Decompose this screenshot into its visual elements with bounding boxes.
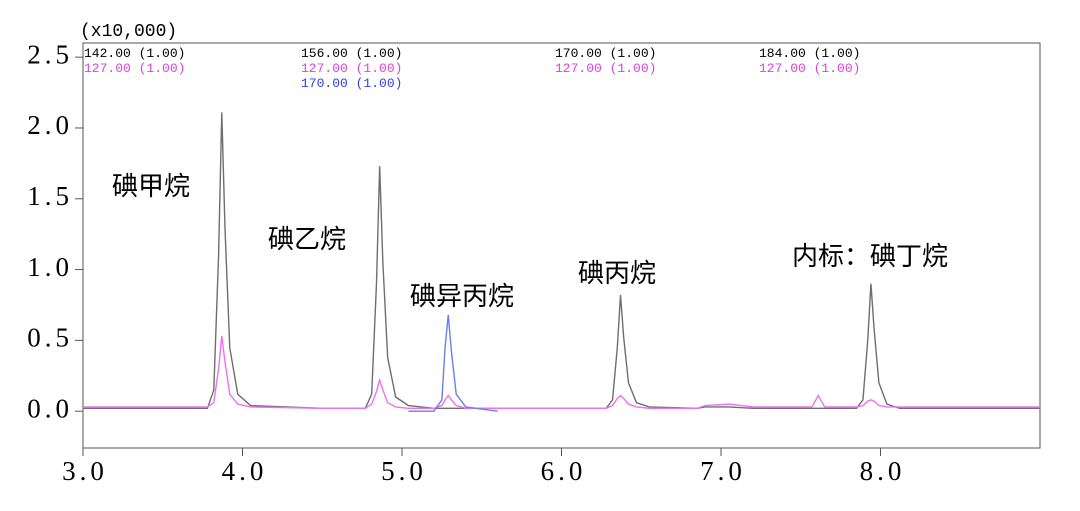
peak-label: 碘丙烷 bbox=[578, 259, 656, 289]
x-tick-label: 3.0 bbox=[62, 456, 108, 486]
unit-label: (x10,000) bbox=[80, 22, 177, 42]
y-tick-label: 2.5 bbox=[27, 39, 73, 69]
trace-line bbox=[408, 314, 498, 412]
trace-label: 170.00 (1.00) bbox=[301, 76, 402, 91]
peak-label: 碘乙烷 bbox=[268, 225, 346, 255]
x-tick-label: 4.0 bbox=[222, 456, 268, 486]
peak-label: 碘甲烷 bbox=[112, 172, 190, 202]
y-tick-label: 0.5 bbox=[27, 323, 73, 353]
y-tick-label: 1.0 bbox=[27, 252, 73, 282]
trace-label: 127.00 (1.00) bbox=[301, 61, 402, 76]
y-tick-label: 1.5 bbox=[27, 181, 73, 211]
trace-label: 142.00 (1.00) bbox=[84, 46, 185, 61]
trace-label: 170.00 (1.00) bbox=[555, 46, 656, 61]
x-tick-label: 8.0 bbox=[860, 456, 906, 486]
trace-label: 127.00 (1.00) bbox=[555, 61, 656, 76]
trace-label: 184.00 (1.00) bbox=[759, 46, 860, 61]
x-tick-label: 6.0 bbox=[541, 456, 587, 486]
trace-label: 156.00 (1.00) bbox=[301, 46, 402, 61]
peak-label: 内标：碘丁烷 bbox=[792, 242, 948, 272]
trace-line bbox=[83, 336, 1040, 410]
trace-label: 127.00 (1.00) bbox=[759, 61, 860, 76]
trace-label: 127.00 (1.00) bbox=[84, 61, 185, 76]
x-tick-label: 7.0 bbox=[700, 456, 746, 486]
y-tick-label: 2.0 bbox=[27, 110, 73, 140]
x-tick-label: 5.0 bbox=[381, 456, 427, 486]
y-tick-label: 0.0 bbox=[27, 393, 73, 423]
peak-label: 碘异丙烷 bbox=[410, 282, 514, 312]
